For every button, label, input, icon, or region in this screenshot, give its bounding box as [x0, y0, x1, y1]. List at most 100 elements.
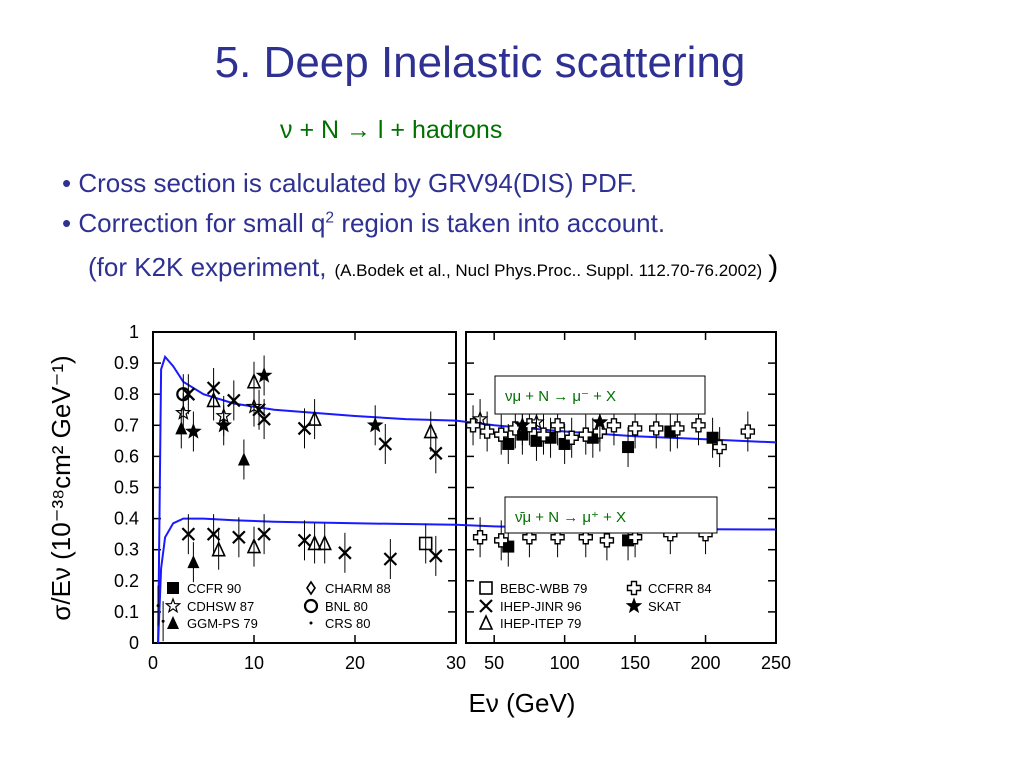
marker-shape: [740, 424, 756, 439]
marker-shape: [307, 410, 322, 426]
data-point: [558, 437, 571, 450]
marker-shape: [185, 422, 202, 439]
data-point: [508, 421, 523, 436]
data-point: [418, 536, 433, 551]
reference-citation: (A.Bodek et al., Nucl Phys.Proc.. Suppl.…: [334, 261, 763, 280]
marker-shape: [649, 421, 664, 436]
x-tick-label: 30: [446, 653, 466, 673]
marker-shape: [161, 619, 165, 623]
data-point: [429, 446, 443, 461]
data-point: [255, 366, 273, 383]
bullet-k2k-text: (for K2K experiment,: [88, 252, 327, 282]
y-tick-label: 0.6: [114, 446, 139, 466]
data-point: [156, 604, 160, 608]
marker-shape: [237, 452, 250, 466]
legend-label: IHEP-ITEP 79: [500, 616, 581, 631]
marker-shape: [378, 437, 393, 451]
data-point: [472, 530, 488, 545]
data-point: [599, 533, 615, 548]
plot-frame-left: [152, 331, 457, 644]
marker-shape: [257, 412, 271, 426]
data-point: [479, 424, 495, 439]
marker-shape: [622, 441, 635, 454]
marker-shape: [303, 598, 319, 614]
reaction-annotation-box: [494, 375, 706, 415]
marker-shape: [706, 431, 719, 444]
data-point: [740, 424, 756, 439]
marker-shape: [578, 530, 593, 545]
marker-shape: [536, 427, 551, 442]
data-point: [494, 533, 509, 548]
marker-shape: [187, 555, 200, 569]
marker-shape: [494, 427, 509, 442]
data-point: [550, 530, 565, 545]
data-point: [429, 549, 443, 563]
marker-shape: [564, 430, 579, 445]
marker-shape: [599, 533, 615, 548]
x-axis-label: Eν (GeV): [469, 688, 576, 718]
legend-label: GGM-PS 79: [187, 616, 258, 631]
marker-shape: [550, 418, 565, 433]
marker-shape: [502, 437, 515, 450]
marker-shape: [309, 621, 313, 625]
data-point: [522, 530, 537, 545]
bullet-correction-post: region is taken into account.: [334, 208, 666, 238]
marker-shape: [550, 530, 565, 545]
data-point: [712, 439, 727, 455]
legend-marker: [478, 614, 494, 630]
marker-shape: [514, 416, 531, 433]
marker-shape: [257, 527, 271, 541]
reaction-formula: ν + N → l + hadrons: [280, 116, 503, 144]
data-point: [317, 534, 332, 551]
marker-shape: [591, 413, 609, 430]
marker-shape: [306, 580, 316, 596]
data-point: [297, 533, 312, 548]
legend-marker: [167, 582, 179, 594]
marker-shape: [232, 530, 246, 545]
data-point: [494, 427, 509, 442]
marker-shape: [246, 537, 262, 554]
marker-shape: [366, 416, 384, 433]
y-tick-label: 0.5: [114, 478, 139, 498]
data-point: [578, 427, 593, 442]
marker-shape: [558, 437, 571, 450]
marker-shape: [691, 418, 706, 433]
reaction-annotation-text: νμ + N → μ⁻ + X: [505, 388, 616, 405]
marker-shape: [246, 372, 262, 389]
data-point: [564, 430, 579, 445]
data-point: [338, 546, 352, 560]
marker-shape: [252, 402, 266, 417]
marker-shape: [181, 387, 196, 401]
marker-shape: [578, 427, 593, 442]
legend-marker: [479, 581, 493, 595]
data-point: [257, 412, 271, 426]
data-point: [514, 416, 531, 433]
marker-shape: [502, 540, 515, 553]
marker-shape: [156, 604, 160, 608]
data-point: [215, 416, 233, 433]
data-point: [307, 410, 322, 426]
marker-shape: [478, 614, 494, 630]
data-point: [622, 441, 635, 454]
bullet-correction-pre: • Correction for small q: [62, 208, 326, 238]
data-point: [606, 418, 622, 433]
y-tick-label: 0.4: [114, 509, 139, 529]
legend-label: BEBC-WBB 79: [500, 581, 587, 596]
data-point: [627, 421, 643, 436]
data-point: [181, 527, 196, 541]
y-tick-label: 0.1: [114, 602, 139, 622]
data-point: [502, 540, 515, 553]
marker-shape: [215, 416, 233, 433]
data-point: [423, 422, 439, 439]
marker-shape: [606, 418, 622, 433]
data-point: [187, 555, 200, 569]
x-tick-label: 200: [691, 653, 721, 673]
x-tick-label: 50: [484, 653, 504, 673]
bullet-k2k: (for K2K experiment, (A.Bodek et al., Nuc…: [88, 250, 778, 284]
data-point: [161, 619, 165, 623]
marker-shape: [297, 533, 312, 548]
marker-shape: [472, 530, 488, 545]
marker-shape: [494, 533, 509, 548]
x-tick-label: 20: [345, 653, 365, 673]
